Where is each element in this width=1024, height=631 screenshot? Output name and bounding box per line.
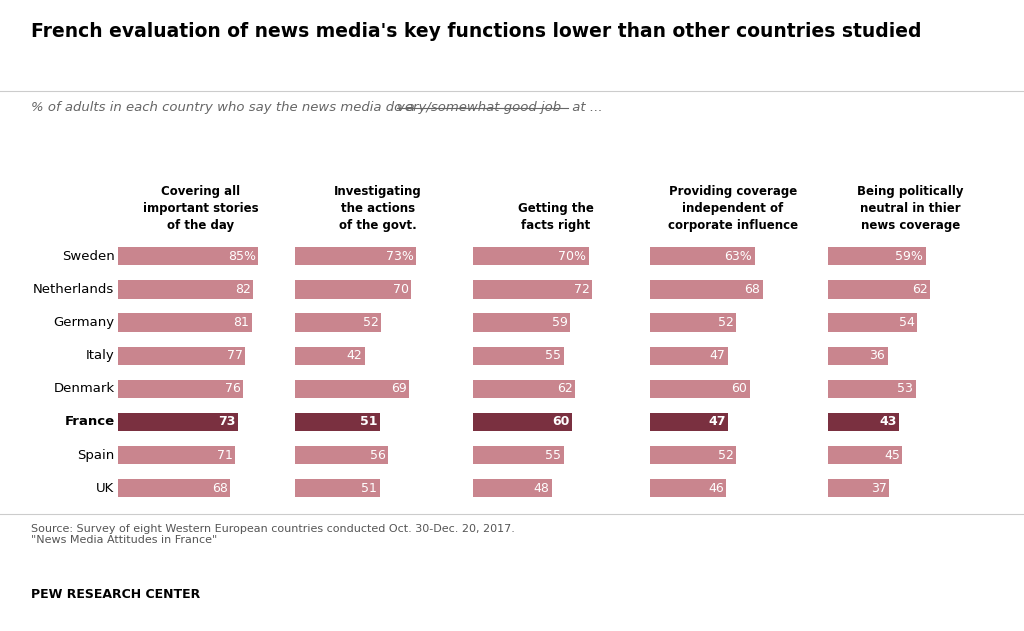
Text: Germany: Germany xyxy=(53,316,115,329)
Bar xyxy=(473,314,570,332)
Text: % of adults in each country who say the news media do a: % of adults in each country who say the … xyxy=(31,101,419,114)
Bar xyxy=(828,247,926,266)
Text: Italy: Italy xyxy=(86,349,115,362)
Bar xyxy=(828,314,918,332)
Text: 68: 68 xyxy=(744,283,761,296)
Bar xyxy=(473,280,592,298)
Bar xyxy=(828,380,915,398)
Bar xyxy=(295,346,365,365)
Text: 71: 71 xyxy=(217,449,232,462)
Text: 54: 54 xyxy=(899,316,914,329)
Text: 47: 47 xyxy=(710,349,726,362)
Bar xyxy=(650,413,728,431)
Bar xyxy=(473,413,572,431)
Text: Denmark: Denmark xyxy=(53,382,115,396)
Text: 55: 55 xyxy=(546,349,561,362)
Bar xyxy=(295,446,388,464)
Text: 77: 77 xyxy=(226,349,243,362)
Text: 55: 55 xyxy=(546,449,561,462)
Text: Sweden: Sweden xyxy=(61,250,115,263)
Text: Covering all
important stories
of the day: Covering all important stories of the da… xyxy=(142,185,258,232)
Text: 81: 81 xyxy=(233,316,249,329)
Text: France: France xyxy=(65,415,115,428)
Bar xyxy=(650,280,763,298)
Text: 73%: 73% xyxy=(386,250,414,263)
Bar xyxy=(295,314,381,332)
Text: 70: 70 xyxy=(392,283,409,296)
Bar xyxy=(473,479,552,497)
Bar xyxy=(473,247,589,266)
Text: Spain: Spain xyxy=(77,449,115,462)
Bar xyxy=(295,247,416,266)
Bar xyxy=(295,380,410,398)
Text: 52: 52 xyxy=(718,449,734,462)
Text: 76: 76 xyxy=(225,382,241,396)
Bar xyxy=(118,413,239,431)
Text: 85%: 85% xyxy=(227,250,256,263)
Text: 36: 36 xyxy=(869,349,885,362)
Text: 56: 56 xyxy=(370,449,385,462)
Bar xyxy=(473,380,575,398)
Text: 60: 60 xyxy=(731,382,748,396)
Text: 53: 53 xyxy=(897,382,913,396)
Text: 70%: 70% xyxy=(558,250,586,263)
Text: 69: 69 xyxy=(391,382,407,396)
Bar xyxy=(473,346,564,365)
Bar xyxy=(650,314,736,332)
Text: 51: 51 xyxy=(361,481,377,495)
Bar xyxy=(295,479,380,497)
Bar xyxy=(118,346,245,365)
Text: Getting the
facts right: Getting the facts right xyxy=(517,202,594,232)
Bar xyxy=(650,479,726,497)
Bar xyxy=(828,413,899,431)
Text: 62: 62 xyxy=(912,283,928,296)
Text: 48: 48 xyxy=(534,481,550,495)
Text: French evaluation of news media's key functions lower than other countries studi: French evaluation of news media's key fu… xyxy=(31,22,922,41)
Bar xyxy=(650,247,755,266)
Text: Netherlands: Netherlands xyxy=(33,283,115,296)
Bar xyxy=(828,280,931,298)
Text: very/somewhat good job: very/somewhat good job xyxy=(397,101,561,114)
Text: 68: 68 xyxy=(212,481,227,495)
Bar xyxy=(828,446,902,464)
Bar xyxy=(118,314,252,332)
Text: 72: 72 xyxy=(573,283,590,296)
Bar xyxy=(650,346,728,365)
Text: 73: 73 xyxy=(218,415,236,428)
Bar xyxy=(828,479,889,497)
Text: 59: 59 xyxy=(552,316,568,329)
Bar xyxy=(650,446,736,464)
Bar xyxy=(650,380,750,398)
Bar xyxy=(118,247,258,266)
Text: 37: 37 xyxy=(870,481,887,495)
Text: PEW RESEARCH CENTER: PEW RESEARCH CENTER xyxy=(31,588,200,601)
Text: Investigating
the actions
of the govt.: Investigating the actions of the govt. xyxy=(334,185,422,232)
Text: 51: 51 xyxy=(359,415,377,428)
Text: Being politically
neutral in thier
news coverage: Being politically neutral in thier news … xyxy=(857,185,964,232)
Bar xyxy=(118,380,244,398)
Bar xyxy=(295,280,411,298)
Text: 43: 43 xyxy=(880,415,897,428)
Bar xyxy=(473,446,564,464)
Text: Source: Survey of eight Western European countries conducted Oct. 30-Dec. 20, 20: Source: Survey of eight Western European… xyxy=(31,524,515,545)
Text: 62: 62 xyxy=(557,382,572,396)
Bar xyxy=(118,280,253,298)
Text: 60: 60 xyxy=(552,415,569,428)
Text: at ...: at ... xyxy=(568,101,603,114)
Text: Providing coverage
independent of
corporate influence: Providing coverage independent of corpor… xyxy=(668,185,798,232)
Text: 63%: 63% xyxy=(724,250,752,263)
Bar xyxy=(295,413,380,431)
Text: 82: 82 xyxy=(234,283,251,296)
Bar xyxy=(828,346,888,365)
Text: 42: 42 xyxy=(346,349,362,362)
Text: 46: 46 xyxy=(709,481,724,495)
Bar xyxy=(118,446,236,464)
Text: 52: 52 xyxy=(718,316,734,329)
Bar xyxy=(118,479,230,497)
Text: 59%: 59% xyxy=(895,250,923,263)
Text: UK: UK xyxy=(96,481,115,495)
Text: 45: 45 xyxy=(884,449,900,462)
Text: 47: 47 xyxy=(709,415,726,428)
Text: 52: 52 xyxy=(362,316,379,329)
